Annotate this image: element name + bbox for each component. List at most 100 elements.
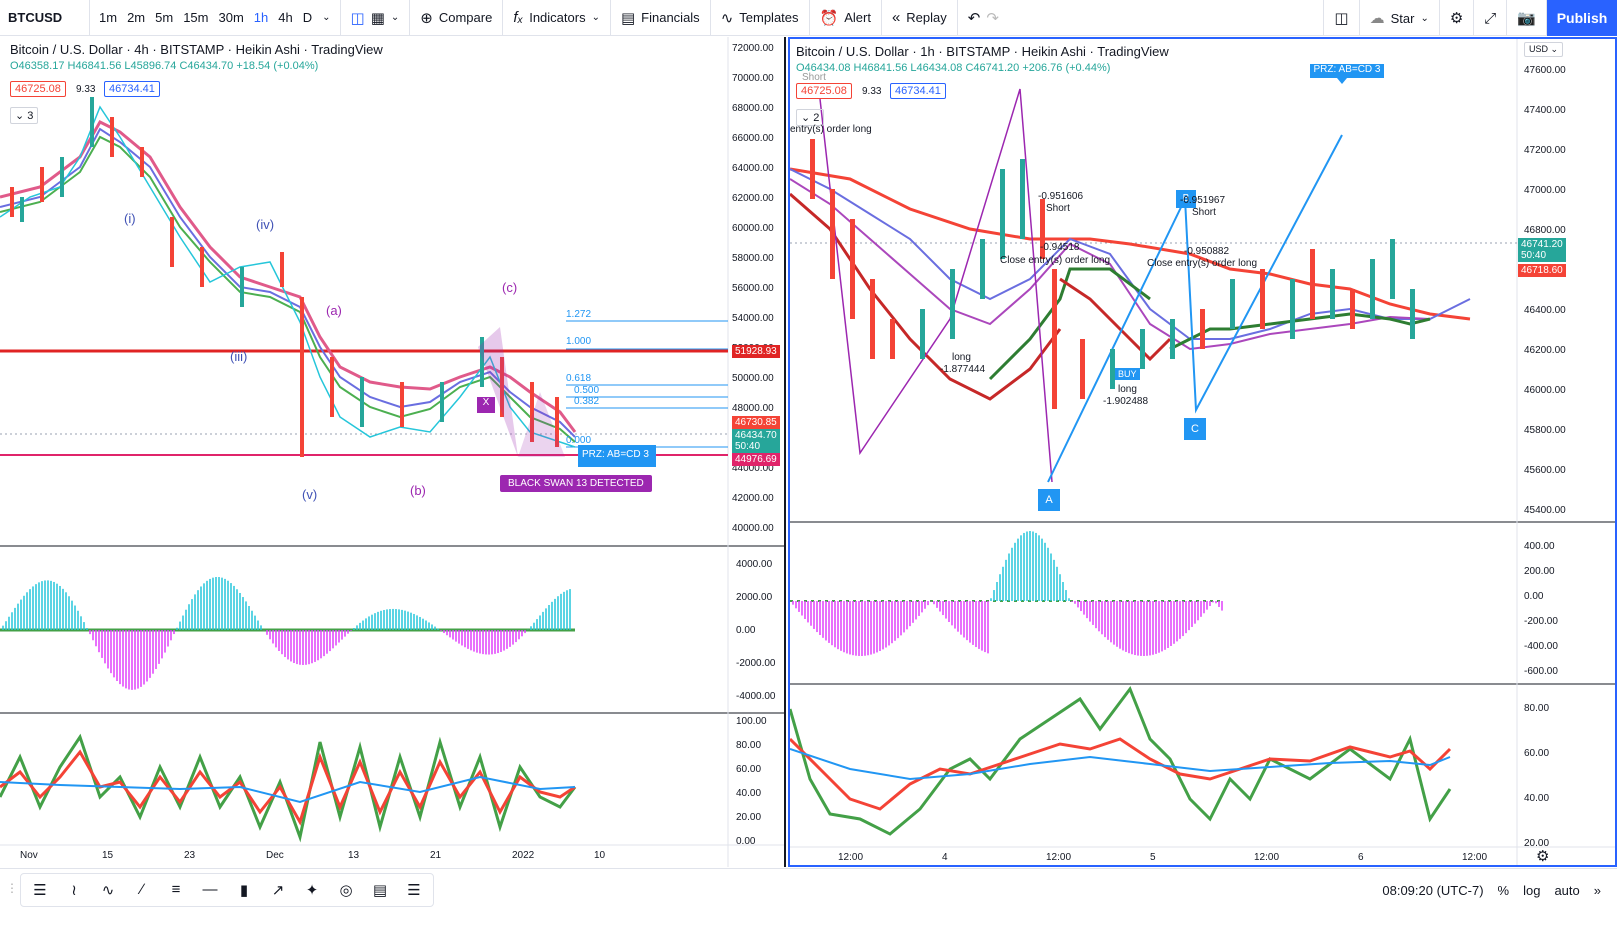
time-tick: 12:00	[838, 852, 864, 863]
toolbar-right: ◫ ☁ Star ⌄ ⚙ ⤢ 📷 Publish	[1323, 0, 1617, 36]
interval-2m[interactable]: 2m	[127, 10, 146, 25]
interval-D[interactable]: D	[302, 10, 313, 25]
replay-button[interactable]: « Replay	[882, 0, 958, 36]
fib-icon[interactable]: ≡	[171, 881, 181, 898]
clock-readout[interactable]: 08:09:20 (UTC-7)	[1382, 882, 1484, 898]
interval-bar: 1m 2m 5m 15m 30m 1h 4h D ⌄	[90, 0, 341, 36]
ann-close-1: Close entry(s) order long	[1000, 255, 1111, 266]
right-ask-button[interactable]: 46734.41	[890, 83, 946, 99]
rsi-tick: 80.00	[1524, 703, 1550, 714]
wave-135-icon[interactable]: ∿	[101, 881, 115, 899]
star-button[interactable]: ☁ Star ⌄	[1360, 0, 1440, 36]
interval-15m[interactable]: 15m	[183, 10, 209, 25]
ann-long-2: long	[1118, 384, 1137, 395]
right-time-axis[interactable]: 12:00 4 12:00 5 12:00 6 12:00	[790, 849, 1517, 865]
interval-4h[interactable]: 4h	[278, 10, 293, 25]
alert-label: Alert	[844, 10, 871, 25]
indicators-label: Indicators	[529, 10, 586, 25]
list-icon[interactable]: ☰	[407, 881, 421, 899]
interval-1m[interactable]: 1m	[99, 10, 118, 25]
osc-tick: 4000.00	[736, 559, 773, 570]
left-osc-axis[interactable]: 4000.00 2000.00 0.00 -2000.00 -4000.00	[734, 547, 784, 713]
drag-handle-icon[interactable]: ⋮	[6, 881, 18, 895]
auto-toggle[interactable]: auto	[1554, 882, 1580, 898]
black-swan-banner: BLACK SWAN 13 DETECTED	[500, 475, 652, 492]
interval-1h[interactable]: 1h	[253, 10, 269, 25]
rsi-tick: 40.00	[736, 788, 762, 799]
wave-label-i: (i)	[124, 211, 136, 226]
interval-5m[interactable]: 5m	[155, 10, 174, 25]
currency-selector[interactable]: USD ⌄	[1524, 42, 1564, 57]
point-c: C	[1184, 418, 1206, 440]
percent-toggle[interactable]: %	[1497, 882, 1510, 898]
symbol-search[interactable]: BTCUSD	[0, 0, 90, 36]
right-osc-axis[interactable]: 400.00 200.00 0.00 -200.00 -400.00 -600.00	[1522, 523, 1578, 683]
fullscreen-button[interactable]: ⤢	[1474, 0, 1508, 36]
right-bid-button[interactable]: 46725.08	[796, 83, 852, 99]
alert-button[interactable]: ⏰ Alert	[810, 0, 882, 36]
left-ohlc: O46358.17 H46841.56 L45896.74 C46434.70 …	[10, 60, 319, 72]
layout-button[interactable]: ◫	[1323, 0, 1360, 36]
rsi-tick: 60.00	[1524, 748, 1550, 759]
left-price-axis[interactable]: 72000.00 70000.00 68000.00 66000.00 64000.00…	[730, 37, 784, 545]
price-tick: 62000.00	[732, 193, 774, 204]
drawing-tools: ☰ ≀ ∿ ∕ ≡ — ▮ ↗ ✦ ◎ ▤ ☰	[20, 872, 434, 907]
menu-lines-icon[interactable]: ☰	[33, 881, 47, 899]
redo-icon[interactable]: ↷	[986, 9, 999, 27]
price-tick: 44000.00	[732, 463, 774, 474]
right-rsi-axis[interactable]: 80.00 60.00 40.00 20.00	[1522, 685, 1578, 849]
candles-icon: ▦	[370, 9, 385, 27]
scroll-to-end-icon[interactable]: »	[1593, 882, 1601, 898]
axis-settings-icon[interactable]: ⚙	[1536, 848, 1550, 865]
log-toggle[interactable]: log	[1523, 882, 1541, 898]
left-spread: 9.33	[76, 84, 96, 95]
target-icon[interactable]: ◎	[339, 881, 353, 899]
bottom-drawing-bar: ⋮ ☰ ≀ ∿ ∕ ≡ — ▮ ↗ ✦ ◎ ▤ ☰ 08:09:20 (UTC-…	[0, 868, 1617, 910]
trendline-icon[interactable]: ∕	[140, 881, 144, 898]
ray-icon[interactable]: ↗	[271, 881, 285, 899]
osc-tick: 200.00	[1524, 566, 1555, 577]
pattern-icon[interactable]: ✦	[305, 881, 319, 899]
left-indicator-toggle[interactable]: ⌄ 3	[10, 107, 39, 124]
chevron-down-icon: ⌄	[591, 12, 600, 23]
horizontal-line-icon[interactable]: —	[202, 881, 218, 898]
ann-buy: BUY	[1115, 368, 1140, 380]
wave-abc-icon[interactable]: ≀	[71, 881, 77, 899]
financials-label: Financials	[641, 10, 700, 25]
point-a: A	[1038, 489, 1060, 511]
chevron-down-icon: ⌄	[1420, 12, 1429, 24]
left-bid-button[interactable]: 46725.08	[10, 81, 66, 97]
left-rsi-axis[interactable]: 100.00 80.00 60.00 40.00 20.00 0.00	[734, 714, 784, 847]
left-tag-pink: 44976.69	[732, 453, 780, 466]
publish-button[interactable]: Publish	[1547, 0, 1617, 36]
left-ask-button[interactable]: 46734.41	[104, 81, 160, 97]
compare-button[interactable]: ⊕ Compare	[410, 0, 504, 36]
rsi-tick: 0.00	[736, 836, 756, 847]
bars-icon[interactable]: ▮	[239, 881, 249, 899]
settings-button[interactable]: ⚙	[1440, 0, 1475, 36]
price-tick: 56000.00	[732, 283, 774, 294]
price-tick: 47000.00	[1524, 185, 1566, 196]
left-time-axis[interactable]: Nov 15 23 Dec 13 21 2022 10	[0, 847, 728, 867]
time-tick: 12:00	[1254, 852, 1280, 863]
time-tick: 23	[184, 850, 196, 861]
ruler-icon[interactable]: ▤	[372, 881, 388, 899]
financials-button[interactable]: ▤ Financials	[611, 0, 711, 36]
harmonic-abcd	[1047, 134, 1343, 483]
right-chart-panel[interactable]: Bitcoin / U.S. Dollar · 1h · BITSTAMP · …	[788, 37, 1617, 867]
right-price-axis[interactable]: 47600.00 47400.00 47200.00 47000.00 46800.00…	[1522, 39, 1578, 521]
interval-30m[interactable]: 30m	[218, 10, 244, 25]
undo-icon[interactable]: ↶	[967, 9, 981, 27]
ann-val-5: -0.951967	[1180, 195, 1226, 206]
chart-type-button[interactable]: ◫ ▦ ⌄	[341, 0, 411, 36]
templates-button[interactable]: ∿ Templates	[711, 0, 810, 36]
left-chart-panel[interactable]: Bitcoin / U.S. Dollar · 4h · BITSTAMP · …	[0, 37, 786, 867]
snapshot-button[interactable]: 📷	[1507, 0, 1547, 36]
price-tick: 47600.00	[1524, 65, 1566, 76]
left-chart-svg[interactable]	[0, 37, 786, 867]
time-tick: 10	[594, 850, 606, 861]
indicators-button[interactable]: fₓ Indicators ⌄	[503, 0, 611, 36]
chevron-down-icon[interactable]: ⌄	[322, 12, 331, 23]
right-chart-svg[interactable]	[790, 39, 1615, 865]
right-indicator-toggle[interactable]: ⌄ 2	[796, 109, 825, 126]
